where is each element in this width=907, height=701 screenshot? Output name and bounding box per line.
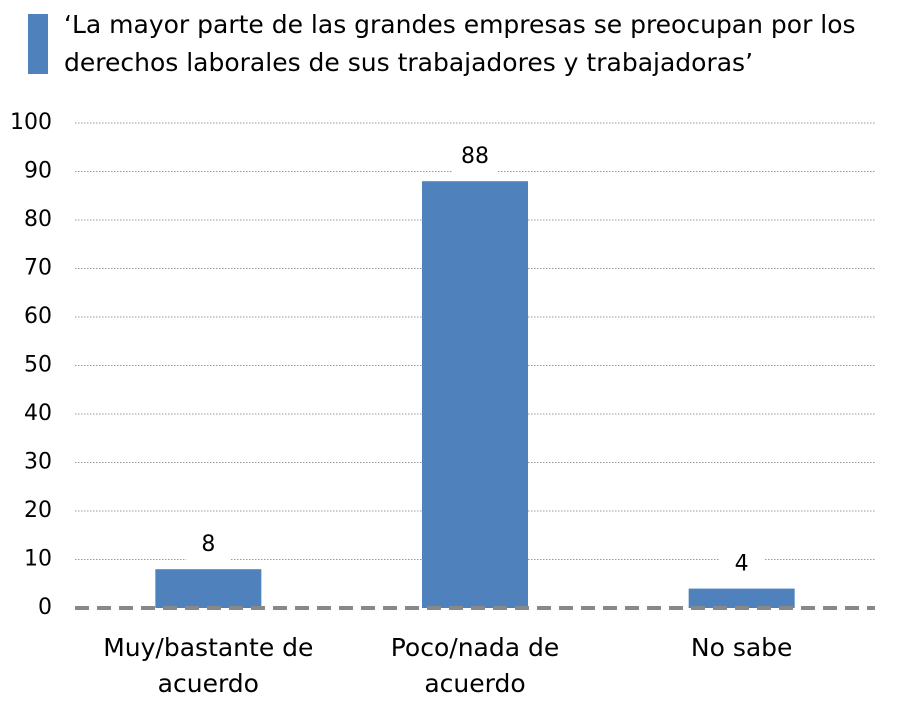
x-tick-label: No sabe (690, 633, 793, 662)
x-tick-label: Muy/bastante de acuerdo (103, 633, 314, 698)
y-tick-label: 60 (24, 304, 52, 329)
y-tick-label: 40 (24, 401, 52, 426)
y-tick-label: 30 (24, 450, 52, 475)
data-label: 4 (735, 552, 749, 577)
bar (155, 569, 262, 608)
y-tick-label: 0 (38, 595, 52, 620)
legend-text: ‘La mayor parte de las grandes empresas … (64, 10, 856, 77)
y-tick-label: 20 (24, 498, 52, 523)
data-label-bg (719, 546, 764, 581)
data-label-bg (186, 527, 231, 562)
y-tick-label: 70 (24, 256, 52, 281)
y-tick-label: 10 (24, 547, 52, 572)
bar (422, 181, 528, 608)
bar (688, 588, 795, 608)
data-label: 8 (201, 532, 215, 557)
legend-key (28, 14, 48, 74)
y-tick-label: 100 (10, 110, 52, 135)
y-tick-label: 50 (24, 353, 52, 378)
y-tick-label: 90 (24, 159, 52, 184)
y-tick-label: 80 (24, 207, 52, 232)
x-tick-label: Poco/nada de acuerdo (390, 633, 560, 698)
data-label-bg (453, 139, 497, 174)
data-label: 88 (461, 144, 489, 169)
